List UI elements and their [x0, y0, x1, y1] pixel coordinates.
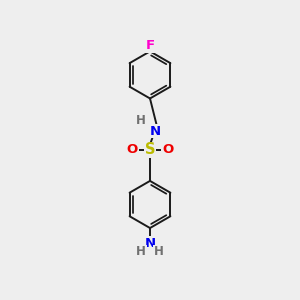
Text: S: S	[145, 142, 155, 158]
Text: O: O	[127, 143, 138, 157]
Text: H: H	[136, 114, 146, 127]
Text: N: N	[149, 125, 161, 138]
Text: F: F	[146, 39, 154, 52]
Text: H: H	[136, 245, 146, 258]
Text: N: N	[144, 237, 156, 250]
Text: H: H	[154, 245, 164, 258]
Text: O: O	[162, 143, 173, 157]
